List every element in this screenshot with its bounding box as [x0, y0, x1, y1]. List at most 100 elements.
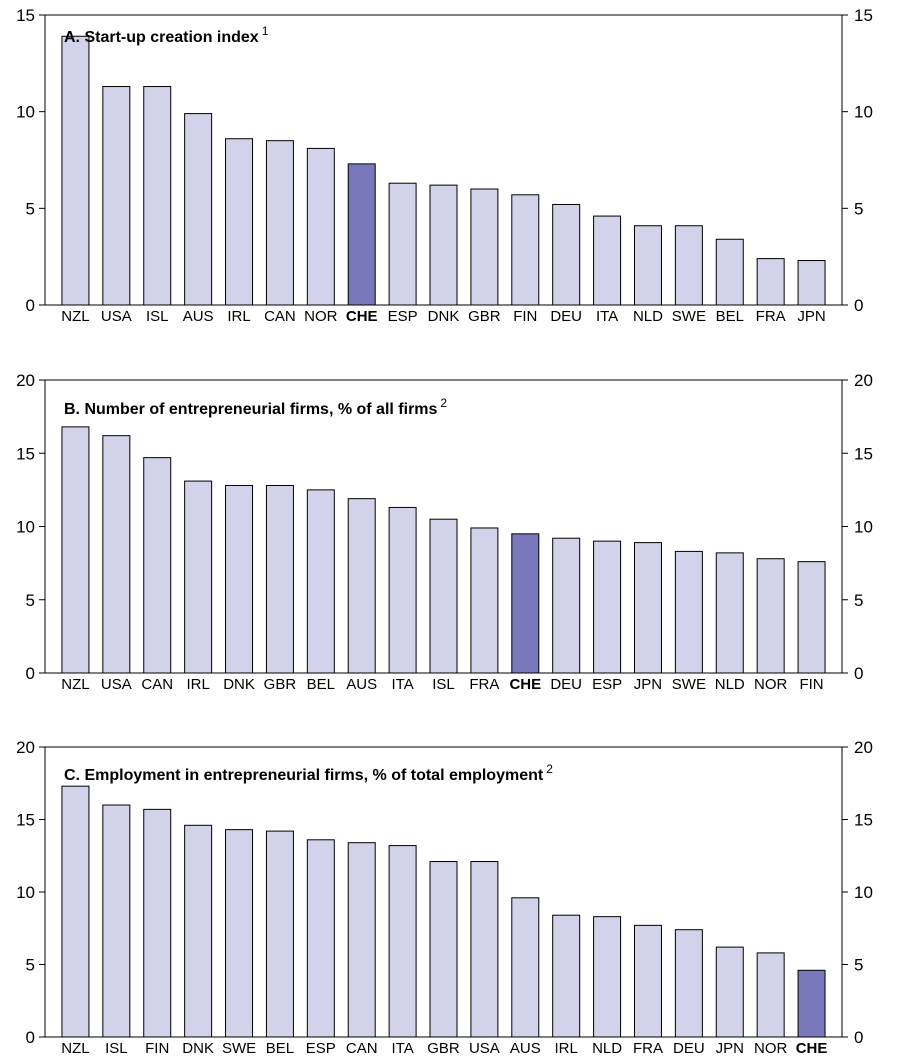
x-tick-label-isl: ISL	[146, 308, 169, 325]
bar-usa	[103, 87, 130, 305]
y-tick-label-left: 5	[26, 199, 35, 218]
bar-jpn	[634, 543, 661, 673]
x-tick-label-usa: USA	[469, 1040, 500, 1057]
x-tick-label-fin: FIN	[145, 1040, 169, 1057]
bar-ita	[389, 507, 416, 673]
y-tick-label-left: 5	[26, 956, 35, 975]
bar-isl	[430, 519, 457, 673]
x-tick-label-can: CAN	[264, 308, 296, 325]
bar-fin	[144, 809, 171, 1037]
bar-esp	[307, 840, 334, 1037]
y-tick-label-left: 20	[16, 371, 35, 390]
x-tick-label-irl: IRL	[227, 308, 250, 325]
x-tick-label-bel: BEL	[716, 308, 744, 325]
bar-can	[266, 141, 293, 305]
bar-swe	[675, 226, 702, 305]
bar-nld	[594, 917, 621, 1037]
x-tick-label-swe: SWE	[672, 308, 706, 325]
y-tick-label-left: 15	[16, 444, 35, 463]
bar-bel	[266, 831, 293, 1037]
bar-aus	[348, 499, 375, 673]
x-tick-label-gbr: GBR	[264, 676, 297, 693]
bar-nzl	[62, 786, 89, 1037]
x-tick-label-can: CAN	[346, 1040, 378, 1057]
bar-che	[348, 164, 375, 305]
bar-aus	[512, 898, 539, 1037]
x-tick-label-fin: FIN	[799, 676, 823, 693]
bar-dnk	[226, 485, 253, 673]
x-tick-label-nzl: NZL	[61, 1040, 89, 1057]
x-tick-label-nld: NLD	[715, 676, 745, 693]
x-tick-label-deu: DEU	[673, 1040, 705, 1057]
x-tick-label-nor: NOR	[754, 676, 788, 693]
y-tick-label-right: 0	[854, 1028, 863, 1047]
y-tick-label-right: 10	[854, 883, 873, 902]
bar-can	[348, 843, 375, 1037]
y-tick-label-left: 20	[16, 738, 35, 757]
bar-nor	[757, 559, 784, 673]
bar-irl	[226, 139, 253, 305]
x-tick-label-nor: NOR	[754, 1040, 788, 1057]
chart-title-note: 2	[546, 762, 553, 776]
x-tick-label-dnk: DNK	[428, 308, 460, 325]
bar-bel	[716, 239, 743, 305]
x-tick-label-nld: NLD	[592, 1040, 622, 1057]
y-tick-label-left: 0	[26, 1028, 35, 1047]
x-tick-label-swe: SWE	[222, 1040, 256, 1057]
bar-deu	[553, 204, 580, 305]
bar-swe	[226, 830, 253, 1037]
x-tick-label-irl: IRL	[186, 676, 209, 693]
x-tick-label-aus: AUS	[346, 676, 377, 693]
bar-aus	[185, 114, 212, 305]
x-tick-label-jpn: JPN	[797, 308, 825, 325]
x-tick-label-dnk: DNK	[182, 1040, 214, 1057]
x-tick-label-esp: ESP	[592, 676, 622, 693]
chart-title-text: C. Employment in entrepreneurial firms, …	[64, 767, 544, 784]
bar-nld	[634, 226, 661, 305]
x-tick-label-usa: USA	[101, 676, 132, 693]
y-tick-label-right: 20	[854, 371, 873, 390]
x-tick-label-can: CAN	[141, 676, 173, 693]
y-tick-label-right: 0	[854, 664, 863, 683]
y-tick-label-left: 10	[16, 883, 35, 902]
bar-jpn	[716, 947, 743, 1037]
bar-gbr	[471, 189, 498, 305]
bar-esp	[389, 183, 416, 305]
y-tick-label-left: 10	[16, 518, 35, 537]
bar-nld	[716, 553, 743, 673]
x-tick-label-aus: AUS	[510, 1040, 541, 1057]
bar-dnk	[430, 185, 457, 305]
x-tick-label-nor: NOR	[304, 308, 338, 325]
y-tick-label-right: 20	[854, 738, 873, 757]
x-tick-label-esp: ESP	[388, 308, 418, 325]
x-tick-label-irl: IRL	[555, 1040, 578, 1057]
x-tick-label-nzl: NZL	[61, 676, 89, 693]
x-tick-label-swe: SWE	[672, 676, 706, 693]
bar-usa	[103, 436, 130, 673]
bar-isl	[103, 805, 130, 1037]
x-tick-label-isl: ISL	[432, 676, 455, 693]
x-tick-label-fra: FRA	[469, 676, 499, 693]
bar-irl	[185, 481, 212, 673]
x-tick-label-che: CHE	[346, 308, 378, 325]
bar-fra	[757, 259, 784, 305]
bar-deu	[553, 538, 580, 673]
y-tick-label-right: 10	[854, 103, 873, 122]
x-tick-label-jpn: JPN	[634, 676, 662, 693]
chart-panel-c: 0 0 5 5 10 10 15 15 20 20 NZL ISL FIN DNK SWE BEL ESP CAN…	[16, 738, 873, 1057]
bar-fra	[634, 925, 661, 1037]
x-tick-label-jpn: JPN	[716, 1040, 744, 1057]
y-tick-label-left: 0	[26, 664, 35, 683]
y-tick-label-right: 10	[854, 518, 873, 537]
x-tick-label-deu: DEU	[550, 308, 582, 325]
chart-title: B. Number of entrepreneurial firms, % of…	[64, 396, 447, 418]
x-tick-label-fra: FRA	[756, 308, 786, 325]
chart-panel-b: 0 0 5 5 10 10 15 15 20 20 NZL USA CAN IRL DNK GBR BEL AUS…	[16, 371, 873, 693]
bar-nzl	[62, 427, 89, 673]
chart-title-text: B. Number of entrepreneurial firms, % of…	[64, 401, 438, 418]
bar-gbr	[266, 485, 293, 673]
x-tick-label-aus: AUS	[183, 308, 214, 325]
x-tick-label-nld: NLD	[633, 308, 663, 325]
bar-swe	[675, 551, 702, 673]
